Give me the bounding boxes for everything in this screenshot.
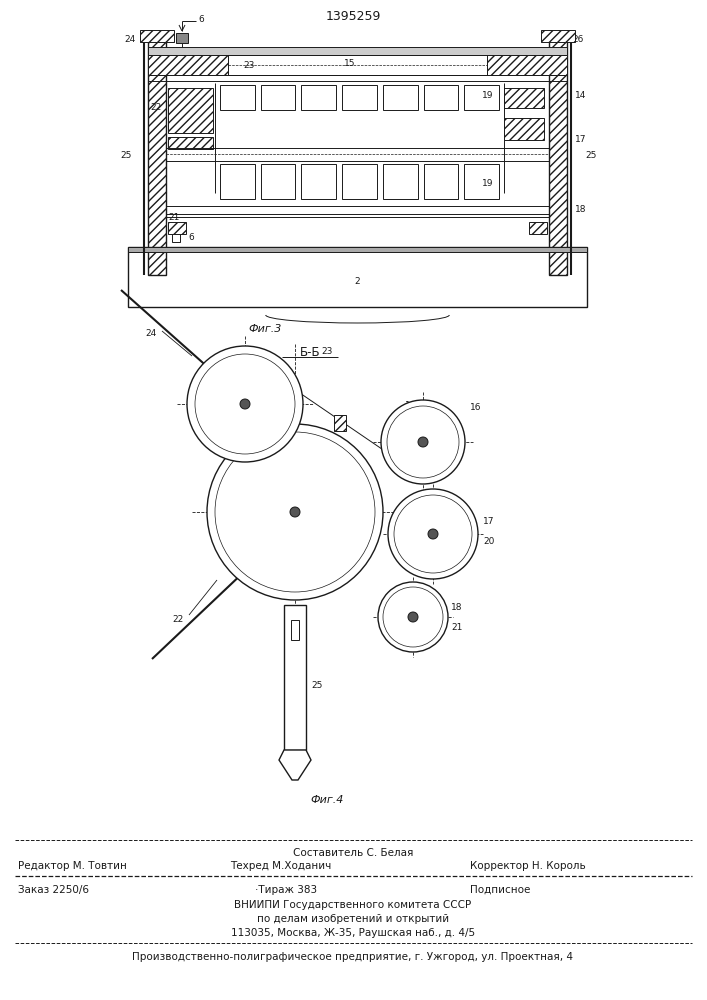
Text: Производственно-полиграфическое предприятие, г. Ужгород, ул. Проектная, 4: Производственно-полиграфическое предприя… — [132, 952, 573, 962]
Text: Редактор М. Товтин: Редактор М. Товтин — [18, 861, 127, 871]
Text: по делам изобретений и открытий: по делам изобретений и открытий — [257, 914, 449, 924]
Bar — [220, 85, 255, 110]
Text: 23: 23 — [243, 60, 255, 70]
Bar — [334, 415, 346, 431]
Bar — [128, 247, 587, 307]
Bar — [140, 30, 174, 42]
Bar — [342, 85, 377, 110]
Bar — [168, 137, 213, 149]
Text: Корректор Н. Король: Корректор Н. Король — [470, 861, 586, 871]
Polygon shape — [279, 750, 311, 780]
Text: 13: 13 — [253, 381, 264, 390]
Text: 15: 15 — [344, 58, 356, 68]
Text: 19: 19 — [482, 91, 493, 100]
Bar — [504, 88, 544, 108]
Text: Фиг.4: Фиг.4 — [310, 795, 344, 805]
Bar — [261, 164, 296, 199]
Bar — [291, 620, 299, 640]
Bar — [423, 164, 458, 199]
Bar — [423, 85, 458, 110]
Text: 22: 22 — [172, 615, 183, 624]
Bar — [148, 47, 567, 55]
Bar — [148, 35, 166, 275]
Bar — [228, 55, 487, 75]
Bar — [301, 164, 336, 199]
Text: 20: 20 — [483, 538, 494, 546]
Circle shape — [207, 424, 383, 600]
Text: ·Тираж 383: ·Тираж 383 — [255, 885, 317, 895]
Text: 25: 25 — [120, 150, 132, 159]
Bar — [342, 164, 377, 199]
Text: 18: 18 — [451, 602, 462, 611]
Text: 15: 15 — [261, 391, 271, 400]
Text: 25: 25 — [585, 150, 597, 159]
Bar — [261, 85, 296, 110]
Bar — [172, 234, 180, 242]
Text: 18: 18 — [575, 206, 587, 215]
Circle shape — [381, 400, 465, 484]
Text: Фиг.3: Фиг.3 — [248, 324, 281, 334]
Circle shape — [408, 612, 418, 622]
Bar — [168, 222, 186, 234]
Bar — [504, 118, 544, 140]
Text: Составитель С. Белая: Составитель С. Белая — [293, 848, 413, 858]
Circle shape — [388, 489, 478, 579]
Bar — [549, 35, 567, 275]
Text: 21: 21 — [451, 622, 462, 632]
Bar — [284, 605, 306, 750]
Text: 2: 2 — [354, 277, 360, 286]
Bar — [128, 247, 587, 252]
Text: 16: 16 — [470, 403, 481, 412]
Text: Техред М.Ходанич: Техред М.Ходанич — [230, 861, 332, 871]
Circle shape — [378, 582, 448, 652]
Text: 24: 24 — [124, 35, 136, 44]
Circle shape — [290, 507, 300, 517]
Text: 113035, Москва, Ж-35, Раушская наб., д. 4/5: 113035, Москва, Ж-35, Раушская наб., д. … — [231, 928, 475, 938]
Bar — [464, 85, 499, 110]
Bar — [301, 85, 336, 110]
Text: 19: 19 — [482, 180, 493, 188]
Bar — [220, 164, 255, 199]
Text: ВНИИПИ Государственного комитета СССР: ВНИИПИ Государственного комитета СССР — [235, 900, 472, 910]
Text: 22: 22 — [150, 104, 161, 112]
Text: 17: 17 — [575, 135, 587, 144]
Text: Заказ 2250/6: Заказ 2250/6 — [18, 885, 89, 895]
Text: Подписное: Подписное — [470, 885, 530, 895]
Text: 21: 21 — [168, 213, 180, 222]
Text: 23: 23 — [321, 347, 332, 356]
Text: 6: 6 — [188, 233, 194, 242]
Text: Б-Б: Б-Б — [300, 346, 320, 359]
Circle shape — [418, 437, 428, 447]
Text: 24: 24 — [145, 330, 156, 338]
Text: 25: 25 — [311, 680, 322, 690]
Circle shape — [240, 399, 250, 409]
Text: 14: 14 — [405, 400, 416, 410]
Text: 17: 17 — [483, 518, 494, 526]
Circle shape — [428, 529, 438, 539]
Bar — [383, 85, 418, 110]
Bar — [529, 222, 547, 234]
Text: 1395259: 1395259 — [325, 9, 380, 22]
Bar — [176, 33, 188, 43]
Bar — [148, 55, 228, 75]
Bar — [168, 88, 213, 133]
Bar — [383, 164, 418, 199]
Text: 14: 14 — [575, 91, 586, 100]
Text: 26: 26 — [153, 48, 164, 57]
Circle shape — [187, 346, 303, 462]
Text: 6: 6 — [198, 15, 204, 24]
Bar — [541, 30, 575, 42]
Bar — [487, 55, 567, 75]
Bar — [464, 164, 499, 199]
Text: 26: 26 — [572, 35, 583, 44]
